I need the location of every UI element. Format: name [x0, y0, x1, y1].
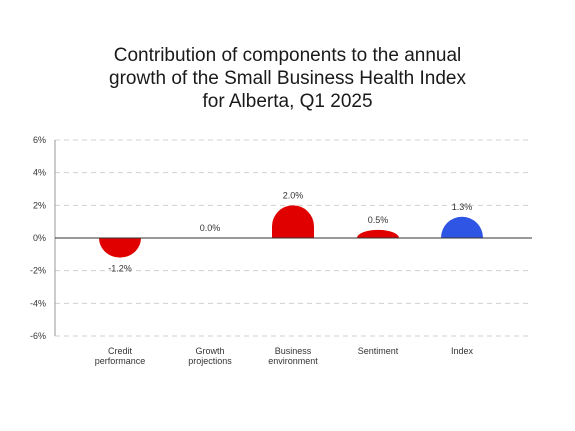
x-tick-label: environment [268, 356, 318, 366]
data-label: 2.0% [283, 190, 304, 200]
data-label: 0.0% [200, 223, 221, 233]
chart-title-line: growth of the Small Business Health Inde… [109, 68, 466, 89]
y-tick-label: 4% [33, 168, 46, 178]
bar [99, 238, 141, 258]
y-tick-label: -6% [30, 331, 46, 341]
bar [441, 216, 483, 238]
y-tick-label: 0% [33, 233, 46, 243]
data-label: -1.2% [108, 264, 132, 274]
data-label: 0.5% [368, 215, 389, 225]
chart-title-line: Contribution of components to the annual [113, 45, 462, 66]
chart-title: Contribution of components to the annual… [0, 44, 575, 113]
data-label: 1.3% [452, 202, 473, 212]
x-tick-label: projections [188, 356, 232, 366]
y-tick-label: 2% [33, 200, 46, 210]
bar [357, 229, 399, 238]
bar [272, 205, 314, 238]
y-tick-label: -4% [30, 298, 46, 308]
y-tick-label: 6% [33, 135, 46, 145]
x-tick-label: Index [451, 346, 474, 356]
x-tick-label: Credit [108, 346, 133, 356]
y-tick-label: -2% [30, 266, 46, 276]
x-tick-label: Sentiment [358, 346, 399, 356]
x-tick-label: performance [95, 356, 146, 366]
chart-title-line: for Alberta, Q1 2025 [202, 91, 373, 112]
x-tick-label: Growth [195, 346, 224, 356]
x-tick-label: Business [275, 346, 312, 356]
